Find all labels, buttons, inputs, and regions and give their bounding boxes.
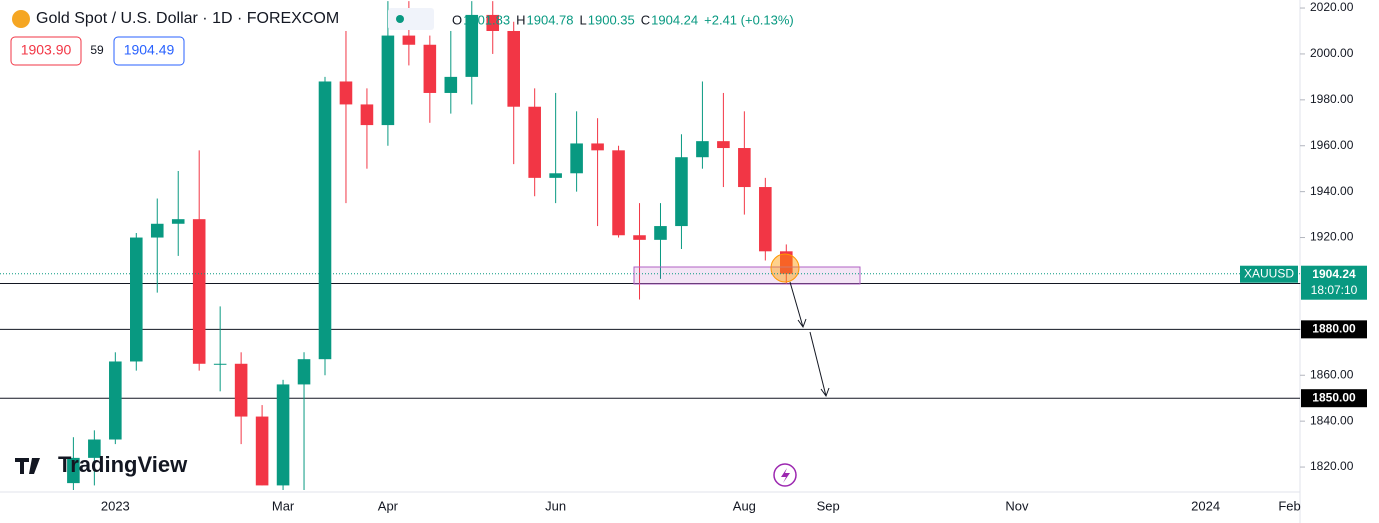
candle-body: [67, 457, 80, 484]
x-tick-label: Sep: [817, 498, 840, 513]
y-tick-label: 1940.00: [1310, 184, 1354, 198]
candle-body: [402, 35, 416, 45]
candle-body: [381, 35, 395, 126]
candle-body: [696, 141, 709, 158]
candle-body: [150, 223, 164, 238]
candle-body: [255, 416, 269, 486]
candle-body: [507, 30, 520, 107]
candle-body: [297, 359, 311, 385]
ask-price: 1904.49: [124, 42, 175, 58]
level-label: 1850.00: [1312, 390, 1356, 404]
highlight-circle: [770, 253, 800, 283]
bid-box[interactable]: [10, 36, 82, 66]
level-tag: [1301, 389, 1367, 408]
y-tick-label: 1960.00: [1310, 138, 1354, 152]
symbol-tag: [1240, 265, 1298, 283]
y-tick-label: 1980.00: [1310, 92, 1354, 106]
change: +2.41 (+0.13%): [704, 12, 794, 27]
candle-body: [213, 363, 227, 365]
plot: [0, 1, 1300, 490]
candle-body: [633, 235, 646, 240]
candle-body: [234, 363, 248, 417]
ohlc-key: L: [580, 12, 587, 27]
x-tick-label: Feb: [1278, 498, 1300, 513]
candle-body: [423, 44, 437, 93]
chart-title: Gold Spot / U.S. Dollar · 1D · FOREXCOM: [36, 10, 339, 27]
candle-body: [486, 14, 500, 31]
candle-body: [549, 173, 562, 178]
y-tick-label: 1840.00: [1310, 413, 1354, 427]
y-tick-label: 2000.00: [1310, 46, 1354, 60]
symbol-label: XAUUSD: [1244, 266, 1294, 280]
level-tag: [1301, 320, 1367, 339]
ohlc-legend: O 1901.83 H 1904.78 L 1900.35 C 1904.24 +2.41 (+…: [452, 12, 794, 27]
candle-body: [130, 237, 143, 362]
status-dot: [396, 15, 404, 23]
symbol-icon: [12, 10, 30, 28]
candle-body: [444, 76, 458, 93]
status-badge: [388, 8, 434, 30]
candle-body: [591, 143, 604, 151]
level-label: 1880.00: [1312, 322, 1356, 336]
arrow: [789, 281, 830, 398]
support-zone: [633, 266, 861, 285]
countdown: 18:07:10: [1311, 283, 1358, 297]
candle-body: [612, 150, 625, 236]
candle-body: [360, 104, 374, 126]
candle-body: [276, 384, 290, 486]
watermark: TradingView: [58, 452, 188, 477]
bid-price: 1903.90: [21, 42, 72, 58]
spread: 59: [90, 43, 104, 57]
x-tick-label: Jun: [545, 498, 566, 513]
y-tick-label: 1820.00: [1310, 459, 1354, 473]
candle-body: [339, 81, 353, 105]
candle-body: [675, 157, 688, 227]
y-tick-label: 1860.00: [1310, 367, 1354, 381]
x-tick-label: Apr: [378, 498, 399, 513]
ohlc-key: H: [516, 12, 525, 27]
candle-body: [654, 226, 667, 240]
candle-body: [570, 143, 583, 174]
event-icon: [773, 463, 797, 487]
ohlc-value: 1904.78: [527, 12, 574, 27]
price-tag: [1301, 265, 1367, 300]
x-tick-label: Nov: [1005, 498, 1029, 513]
x-tick-label: 2023: [101, 498, 130, 513]
y-tick-label: 1920.00: [1310, 230, 1354, 244]
last-price-label: 1904.24: [1312, 267, 1356, 281]
x-tick-label: Aug: [733, 498, 756, 513]
candle-body: [528, 106, 541, 178]
ohlc-value: 1904.24: [651, 12, 698, 27]
ohlc-key: O: [452, 12, 462, 27]
ask-box[interactable]: [113, 36, 185, 66]
y-tick-label: 2020.00: [1310, 0, 1354, 14]
ohlc-key: C: [641, 12, 650, 27]
candle-body: [738, 148, 751, 188]
candle-body: [318, 81, 332, 360]
event-icon: [781, 468, 790, 483]
candle-body: [171, 219, 185, 224]
candle-body: [465, 14, 479, 77]
watermark-logo: [15, 458, 40, 474]
ohlc-value: 1901.83: [463, 12, 510, 27]
ohlc-value: 1900.35: [588, 12, 635, 27]
x-tick-label: 2024: [1191, 498, 1220, 513]
candle-body: [88, 439, 101, 458]
x-tick-label: Mar: [272, 498, 295, 513]
candle-body: [192, 219, 206, 364]
candle-body: [109, 361, 122, 440]
candle-body: [780, 251, 793, 274]
candle-body: [717, 141, 730, 149]
candle-body: [759, 187, 772, 252]
